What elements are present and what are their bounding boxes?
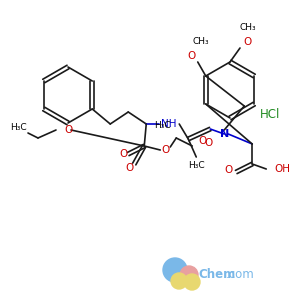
Text: O: O: [119, 149, 128, 159]
Text: CH₃: CH₃: [240, 22, 256, 32]
Text: NH: NH: [161, 119, 177, 129]
Text: Chem: Chem: [198, 268, 235, 281]
Text: O: O: [224, 165, 232, 175]
Text: H₃C: H₃C: [188, 160, 205, 169]
Text: O: O: [64, 125, 72, 135]
Text: O: O: [198, 136, 206, 146]
Text: .com: .com: [226, 268, 255, 281]
Circle shape: [180, 266, 198, 284]
Text: CH₃: CH₃: [192, 37, 209, 46]
Circle shape: [184, 274, 200, 290]
Text: H₃C: H₃C: [10, 124, 26, 133]
Text: O: O: [243, 37, 251, 47]
Text: H₃C: H₃C: [154, 122, 171, 130]
Text: O: O: [125, 163, 134, 173]
Text: O: O: [161, 145, 170, 155]
Text: O: O: [204, 138, 212, 148]
Text: N: N: [220, 129, 229, 139]
Text: O: O: [188, 51, 196, 61]
Circle shape: [163, 258, 187, 282]
Circle shape: [171, 273, 187, 289]
Text: HCl: HCl: [260, 109, 280, 122]
Text: OH: OH: [274, 164, 290, 174]
